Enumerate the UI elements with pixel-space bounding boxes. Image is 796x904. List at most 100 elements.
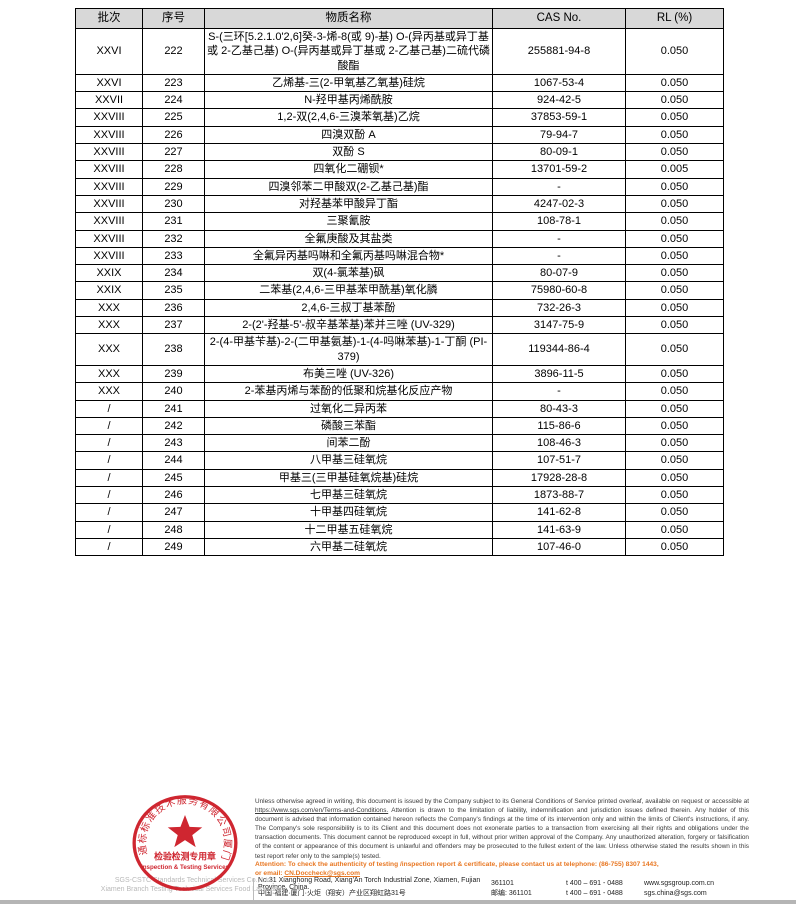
cas-cell: 107-46-0 — [492, 537, 626, 557]
rl-cell: 0.050 — [625, 416, 724, 436]
table-row: XXIX 234 双(4-氯苯基)砜 80-07-9 0.050 — [75, 264, 724, 283]
website-link[interactable]: sgs.china@sgs.com — [644, 889, 707, 897]
cas-cell: 141-62-8 — [492, 503, 626, 522]
rl-cell: 0.050 — [625, 486, 724, 505]
cas-cell: 108-46-3 — [492, 434, 626, 453]
cas-cell: 255881-94-8 — [492, 28, 626, 75]
substance-name-cell: 双酚 S — [204, 143, 493, 162]
rl-cell: 0.050 — [625, 468, 724, 488]
substance-name-cell: 六甲基二硅氧烷 — [204, 537, 493, 557]
batch-cell: / — [75, 434, 143, 453]
table-row: / 242 磷酸三苯酯 115-86-6 0.050 — [75, 416, 724, 436]
cas-cell: 1873-88-7 — [492, 486, 626, 505]
attention-line1: Attention: To check the authenticity of … — [255, 861, 659, 868]
index-cell: 245 — [142, 468, 205, 488]
table-row: XXX 240 2-苯基丙烯与苯酚的低聚和烷基化反应产物 - 0.050 — [75, 382, 724, 401]
substance-name-cell: 2-(2'-羟基-5'-叔辛基苯基)苯并三唑 (UV-329) — [204, 316, 493, 335]
stamp-center-cn: 检验检测专用章 — [154, 851, 216, 862]
table-row: XXX 239 布美三唑 (UV-326) 3896-11-5 0.050 — [75, 364, 724, 384]
substance-table-wrap: 批次 序号 物质名称 CAS No. RL (%) XXVI 222 S-(三环… — [75, 8, 724, 557]
index-cell: 248 — [142, 520, 205, 539]
table-row: / 247 十甲基四硅氧烷 141-62-8 0.050 — [75, 503, 724, 522]
disclaimer-post: Attention is drawn to the limitation of … — [255, 807, 749, 860]
cas-cell: 80-07-9 — [492, 264, 626, 283]
batch-cell: XXVII — [75, 91, 143, 110]
index-cell: 222 — [142, 28, 205, 75]
rl-cell: 0.050 — [625, 537, 724, 557]
postcode: 邮编: 361101 — [491, 890, 532, 898]
batch-cell: XXX — [75, 316, 143, 335]
batch-cell: XXVIII — [75, 246, 143, 266]
rl-cell: 0.050 — [625, 503, 724, 522]
batch-cell: XXX — [75, 382, 143, 401]
index-cell: 226 — [142, 125, 205, 145]
substance-name-cell: 1,2-双(2,4,6-三溴苯氧基)乙烷 — [204, 108, 493, 127]
star-icon — [167, 814, 203, 848]
address-text: No.31 Xianghong Road, Xiang'An Torch Ind… — [258, 876, 481, 891]
table-row: XXVIII 226 四溴双酚 A 79-94-7 0.050 — [75, 125, 724, 145]
batch-cell: / — [75, 537, 143, 557]
batch-cell: XXIX — [75, 281, 143, 300]
index-cell: 228 — [142, 160, 205, 179]
index-cell: 234 — [142, 264, 205, 283]
table-row: XXVIII 229 四溴邻苯二甲酸双(2-乙基己基)酯 - 0.050 — [75, 177, 724, 196]
table-row: / 246 七甲基三硅氧烷 1873-88-7 0.050 — [75, 486, 724, 505]
batch-cell: XXVIII — [75, 177, 143, 196]
cas-cell: 3896-11-5 — [492, 364, 626, 384]
rl-cell: 0.050 — [625, 73, 724, 93]
table-row: / 249 六甲基二硅氧烷 107-46-0 0.050 — [75, 537, 724, 557]
batch-cell: XXVIII — [75, 160, 143, 179]
page-bottom-edge — [0, 900, 796, 904]
substance-name-cell: 四溴双酚 A — [204, 125, 493, 145]
cas-cell: - — [492, 382, 626, 401]
header-rl: RL (%) — [625, 8, 724, 29]
rl-cell: 0.050 — [625, 264, 724, 283]
website-link[interactable]: www.sgsgroup.com.cn — [644, 880, 715, 888]
batch-cell: / — [75, 503, 143, 522]
rl-cell: 0.050 — [625, 434, 724, 453]
substance-name-cell: 十甲基四硅氧烷 — [204, 503, 493, 522]
table-row: XXX 236 2,4,6-三叔丁基苯酚 732-26-3 0.050 — [75, 298, 724, 318]
doccheck-email-link[interactable]: CN.Doccheck@sgs.com — [284, 870, 361, 878]
table-row: XXVI 222 S-(三环[5.2.1.0'2,6]癸-3-烯-8(或 9)-… — [75, 28, 724, 75]
cas-cell: 924-42-5 — [492, 91, 626, 110]
table-row: / 241 过氧化二异丙苯 80-43-3 0.050 — [75, 399, 724, 418]
header-cas: CAS No. — [492, 8, 626, 29]
phone-number: t 400 – 691 - 0488 — [566, 889, 623, 897]
substance-name-cell: 全氟异丙基吗啉和全氟丙基吗啉混合物* — [204, 246, 493, 266]
rl-cell: 0.050 — [625, 212, 724, 231]
rl-cell: 0.050 — [625, 28, 724, 75]
index-cell: 243 — [142, 434, 205, 453]
cas-cell: 732-26-3 — [492, 298, 626, 318]
substance-name-cell: 乙烯基-三(2-甲氧基乙氧基)硅烷 — [204, 73, 493, 93]
index-cell: 230 — [142, 194, 205, 214]
index-cell: 247 — [142, 503, 205, 522]
batch-cell: XXVIII — [75, 143, 143, 162]
rl-cell: 0.050 — [625, 246, 724, 266]
index-cell: 242 — [142, 416, 205, 436]
batch-cell: / — [75, 468, 143, 488]
cas-cell: 1067-53-4 — [492, 73, 626, 93]
table-row: / 245 甲基三(三甲基硅氧烷基)硅烷 17928-28-8 0.050 — [75, 468, 724, 488]
index-cell: 240 — [142, 382, 205, 401]
terms-link[interactable]: https://www.sgs.com/en/Terms-and-Conditi… — [255, 807, 389, 815]
index-cell: 244 — [142, 451, 205, 470]
table-row: XXVIII 227 双酚 S 80-09-1 0.050 — [75, 143, 724, 162]
table-row: XXVII 224 N-羟甲基丙烯酰胺 924-42-5 0.050 — [75, 91, 724, 110]
rl-cell: 0.050 — [625, 177, 724, 196]
rl-cell: 0.050 — [625, 108, 724, 127]
rl-cell: 0.050 — [625, 194, 724, 214]
index-cell: 227 — [142, 143, 205, 162]
substance-name-cell: 2-(4-甲基苄基)-2-(二甲基氨基)-1-(4-吗啉苯基)-1-丁酮 (PI… — [204, 333, 493, 366]
postcode: 361101 — [491, 880, 514, 888]
substance-name-cell: N-羟甲基丙烯酰胺 — [204, 91, 493, 110]
table-row: XXVIII 233 全氟异丙基吗啉和全氟丙基吗啉混合物* - 0.050 — [75, 246, 724, 266]
substance-name-cell: 布美三唑 (UV-326) — [204, 364, 493, 384]
cas-cell: 80-43-3 — [492, 399, 626, 418]
substance-name-cell: 甲基三(三甲基硅氧烷基)硅烷 — [204, 468, 493, 488]
substance-name-cell: 七甲基三硅氧烷 — [204, 486, 493, 505]
substance-name-cell: 四氧化二硼钡* — [204, 160, 493, 179]
batch-cell: / — [75, 486, 143, 505]
table-row: / 244 八甲基三硅氧烷 107-51-7 0.050 — [75, 451, 724, 470]
index-cell: 236 — [142, 298, 205, 318]
